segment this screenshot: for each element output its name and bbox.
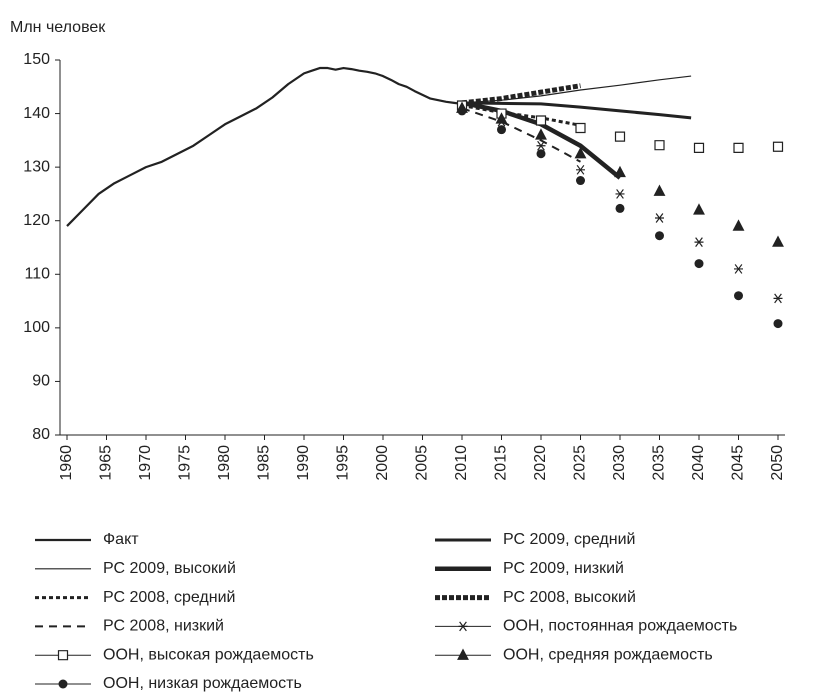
data-point (772, 235, 784, 247)
x-tick-label: 2030 (611, 445, 628, 481)
y-tick-label: 90 (32, 373, 50, 390)
data-point (654, 140, 665, 151)
data-point (734, 291, 743, 301)
data-point (653, 184, 666, 196)
data-point (773, 319, 783, 329)
data-point (614, 165, 626, 178)
data-point (497, 125, 506, 135)
data-point (655, 213, 664, 223)
data-point (772, 141, 784, 152)
x-tick-label: 2015 (493, 445, 510, 481)
series-line (461, 107, 581, 163)
data-point (732, 219, 745, 231)
y-axis-label: Млн человек (10, 19, 106, 36)
legend-marker (458, 621, 468, 632)
legend-label: ООН, высокая рождаемость (103, 646, 314, 663)
x-tick-label: 2000 (374, 445, 391, 481)
x-tick-label: 2005 (414, 445, 431, 481)
data-point (536, 140, 546, 151)
series-line (66, 66, 463, 227)
x-tick-label: 1970 (137, 445, 154, 481)
legend-label: РС 2009, средний (503, 531, 635, 548)
data-point (535, 128, 547, 140)
x-tick-label: 2035 (651, 445, 668, 481)
x-tick-label: 2020 (532, 445, 549, 481)
series-line (461, 104, 581, 127)
data-point (655, 231, 664, 241)
x-tick-label: 1980 (216, 445, 233, 481)
x-tick-label: 2050 (769, 445, 786, 481)
x-tick-label: 2045 (730, 445, 747, 481)
legend-label: ООН, низкая рождаемость (103, 675, 302, 692)
legend-marker (57, 650, 69, 661)
legend-label: Факт (103, 531, 139, 548)
data-point (693, 142, 705, 153)
data-point (535, 115, 547, 126)
data-point (574, 147, 587, 159)
y-tick-label: 80 (32, 426, 50, 443)
data-point (457, 106, 467, 116)
y-tick-label: 140 (23, 105, 50, 122)
legend-marker (457, 648, 469, 660)
legend-label: РС 2008, средний (103, 589, 235, 606)
series-line (461, 101, 692, 120)
x-tick-label: 2010 (453, 445, 470, 481)
x-tick-label: 2025 (572, 445, 589, 481)
data-point (615, 203, 625, 213)
x-tick-label: 1990 (295, 445, 312, 481)
x-tick-label: 1960 (58, 445, 75, 481)
data-point (773, 293, 783, 304)
y-tick-label: 110 (24, 266, 50, 283)
data-point (576, 176, 585, 186)
x-tick-label: 1995 (335, 445, 352, 481)
legend-label: РС 2009, низкий (503, 560, 624, 577)
x-tick-label: 1985 (256, 445, 273, 481)
data-point (614, 131, 626, 142)
y-tick-label: 130 (23, 158, 50, 175)
data-point (694, 259, 704, 269)
y-tick-label: 120 (23, 212, 50, 229)
data-point (733, 142, 744, 153)
legend-label: ООН, постоянная рождаемость (503, 618, 737, 635)
y-tick-label: 150 (23, 51, 50, 68)
data-point (694, 237, 704, 248)
legend-marker (58, 679, 68, 689)
data-point (734, 264, 743, 274)
legend-label: РС 2008, низкий (103, 618, 224, 635)
data-point (575, 122, 586, 134)
legend-label: РС 2009, высокий (103, 560, 236, 577)
data-point (495, 112, 508, 124)
x-tick-label: 2040 (690, 445, 707, 481)
y-tick-label: 100 (23, 319, 50, 336)
legend-label: РС 2008, высокий (503, 589, 636, 606)
legend-label: ООН, средняя рождаемость (503, 646, 713, 663)
series-line (461, 75, 692, 104)
series-line (461, 83, 581, 106)
data-point (576, 164, 585, 175)
data-point (536, 149, 546, 159)
data-point (615, 189, 625, 199)
x-tick-label: 1965 (98, 445, 115, 481)
x-tick-label: 1975 (177, 445, 194, 481)
data-point (693, 203, 705, 215)
